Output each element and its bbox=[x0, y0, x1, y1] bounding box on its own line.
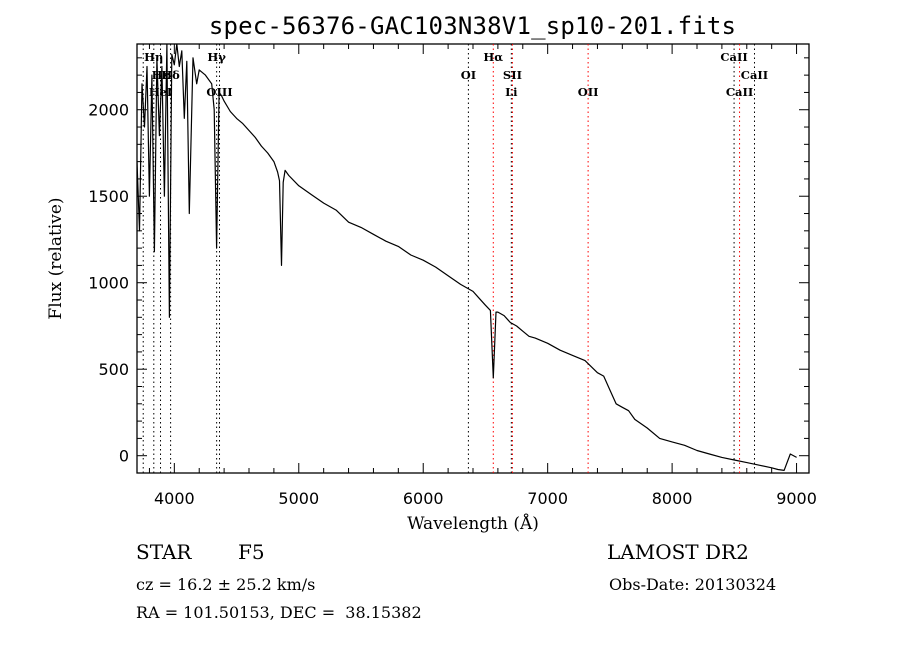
spectral-line-label: Hα bbox=[483, 50, 503, 64]
x-tick-label: 5000 bbox=[278, 489, 319, 508]
object-class-label: STAR bbox=[136, 540, 192, 564]
y-tick-label: 0 bbox=[119, 447, 129, 466]
x-tick-label: 9000 bbox=[776, 489, 817, 508]
spectral-line-label: HeI bbox=[149, 85, 173, 99]
coordinates-text: RA = 101.50153, DEC = 38.15382 bbox=[136, 603, 422, 622]
x-tick-label: 8000 bbox=[652, 489, 693, 508]
spectral-line-label: Hη bbox=[144, 50, 163, 64]
spectral-line-label: Li bbox=[505, 85, 518, 99]
observation-date: Obs-Date: 20130324 bbox=[609, 575, 777, 594]
y-tick-label: 2000 bbox=[88, 101, 129, 120]
plot-frame bbox=[136, 43, 810, 474]
y-tick-label: 500 bbox=[98, 360, 129, 379]
x-axis-label: Wavelength (Å) bbox=[407, 513, 539, 534]
spectral-line-label: OII bbox=[578, 85, 599, 99]
survey-label: LAMOST DR2 bbox=[607, 540, 749, 564]
spectral-line-label: SII bbox=[503, 68, 522, 82]
spectral-line-label: Hγ bbox=[207, 50, 226, 64]
object-subclass-label: F5 bbox=[238, 540, 265, 564]
redshift-text: cz = 16.2 ± 25.2 km/s bbox=[136, 575, 316, 594]
spectral-line-label: Hε bbox=[152, 68, 170, 82]
spectral-line-label: OIII bbox=[206, 85, 232, 99]
spectral-line-label: CaII bbox=[726, 85, 753, 99]
y-tick-label: 1000 bbox=[88, 274, 129, 293]
y-axis-label: Flux (relative) bbox=[46, 197, 66, 319]
x-tick-label: 6000 bbox=[403, 489, 444, 508]
spectral-line-label: CaII bbox=[720, 50, 747, 64]
spectrum-series bbox=[137, 44, 797, 471]
spectral-line-label: Hδ bbox=[161, 68, 180, 82]
y-tick-label: 1500 bbox=[88, 187, 129, 206]
x-tick-label: 4000 bbox=[154, 489, 195, 508]
spectral-line-label: CaII bbox=[741, 68, 768, 82]
spectral-line-label: OI bbox=[461, 68, 476, 82]
chart-title: spec-56376-GAC103N38V1_sp10-201.fits bbox=[208, 12, 737, 40]
x-tick-label: 7000 bbox=[527, 489, 568, 508]
